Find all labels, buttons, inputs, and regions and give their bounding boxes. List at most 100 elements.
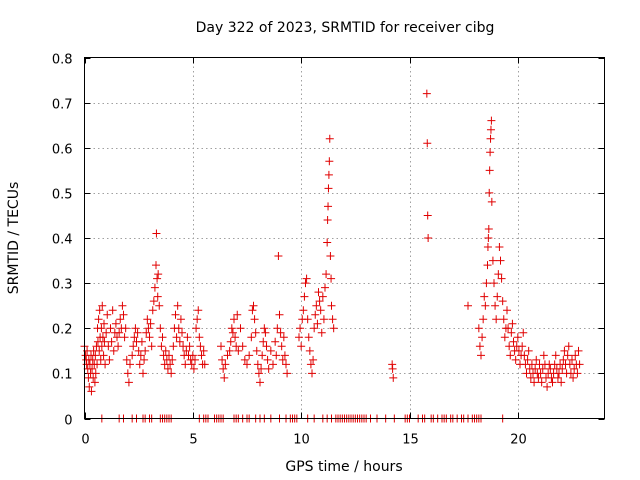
data-point [266, 346, 275, 355]
data-point [511, 355, 520, 364]
data-point [130, 333, 139, 342]
data-point [196, 342, 205, 351]
data-point [526, 373, 535, 382]
data-point [108, 306, 117, 315]
data-point [532, 355, 541, 364]
data-points [80, 89, 584, 423]
data-point [485, 188, 494, 197]
data-point [148, 306, 157, 315]
data-point [507, 328, 516, 337]
data-point [518, 342, 527, 351]
data-point [141, 346, 150, 355]
data-point [524, 346, 533, 355]
data-point [258, 351, 267, 360]
data-point [150, 283, 159, 292]
data-point [193, 315, 202, 324]
data-point [197, 351, 206, 360]
data-point [272, 351, 281, 360]
data-point [89, 373, 98, 382]
data-point [271, 337, 280, 346]
data-point [95, 306, 104, 315]
data-point [484, 224, 493, 233]
data-point [247, 333, 256, 342]
data-point [194, 306, 203, 315]
data-point [189, 364, 198, 373]
data-point [283, 369, 292, 378]
data-point [483, 261, 492, 270]
data-point [312, 301, 321, 310]
data-point [559, 355, 568, 364]
data-point [573, 369, 582, 378]
data-point [157, 342, 166, 351]
data-point [317, 328, 326, 337]
data-point [154, 270, 163, 279]
data-point [228, 328, 237, 337]
data-point [153, 292, 162, 301]
data-point [135, 360, 144, 369]
x-tick-label: 0 [81, 433, 89, 448]
data-point [231, 333, 240, 342]
data-point [94, 315, 103, 324]
data-point [464, 301, 472, 310]
data-point [321, 283, 329, 292]
data-point [282, 360, 290, 369]
data-point [508, 319, 517, 328]
data-point [477, 351, 485, 360]
data-point [113, 333, 121, 342]
data-point [115, 328, 124, 337]
data-point [169, 342, 178, 351]
data-point [564, 342, 573, 351]
data-point [185, 342, 194, 351]
data-point [485, 166, 494, 175]
data-point [499, 315, 508, 324]
data-point [305, 346, 314, 355]
data-point [167, 369, 176, 378]
data-point [326, 252, 335, 261]
data-point [482, 279, 491, 288]
data-point [327, 301, 336, 310]
chart-title: Day 322 of 2023, SRMTID for receiver cib… [196, 20, 495, 36]
data-point [118, 301, 127, 310]
data-point [128, 351, 137, 360]
data-point [172, 333, 181, 342]
data-point [88, 364, 97, 373]
data-point [319, 315, 328, 324]
data-point [329, 324, 338, 333]
data-point [493, 292, 502, 301]
data-point [274, 252, 283, 261]
data-point [101, 360, 110, 369]
data-point [484, 234, 493, 242]
data-point [183, 333, 192, 342]
data-point [273, 324, 282, 333]
data-point [264, 364, 273, 373]
data-point [109, 346, 118, 355]
data-point [143, 315, 152, 324]
data-point [498, 297, 507, 306]
data-point [300, 292, 309, 301]
y-tick-label: 0.4 [52, 233, 73, 248]
data-point [142, 328, 151, 337]
data-point [570, 364, 579, 373]
data-point [480, 292, 489, 301]
data-point [173, 301, 182, 310]
data-point [308, 369, 316, 378]
data-point [88, 355, 97, 364]
data-point [422, 89, 431, 98]
data-point [252, 346, 261, 355]
data-point [423, 139, 432, 148]
data-point [487, 197, 496, 206]
data-point [543, 382, 552, 391]
data-point [217, 342, 225, 351]
data-point [423, 211, 432, 220]
data-point [219, 364, 228, 373]
data-point [513, 333, 522, 342]
y-tick-label: 0.5 [52, 188, 73, 203]
data-point [568, 355, 576, 364]
data-point [527, 360, 536, 369]
data-point [478, 333, 487, 342]
data-point [152, 229, 161, 238]
data-point [491, 301, 500, 310]
data-point [93, 360, 102, 369]
data-point [166, 360, 175, 369]
data-point [551, 351, 560, 360]
